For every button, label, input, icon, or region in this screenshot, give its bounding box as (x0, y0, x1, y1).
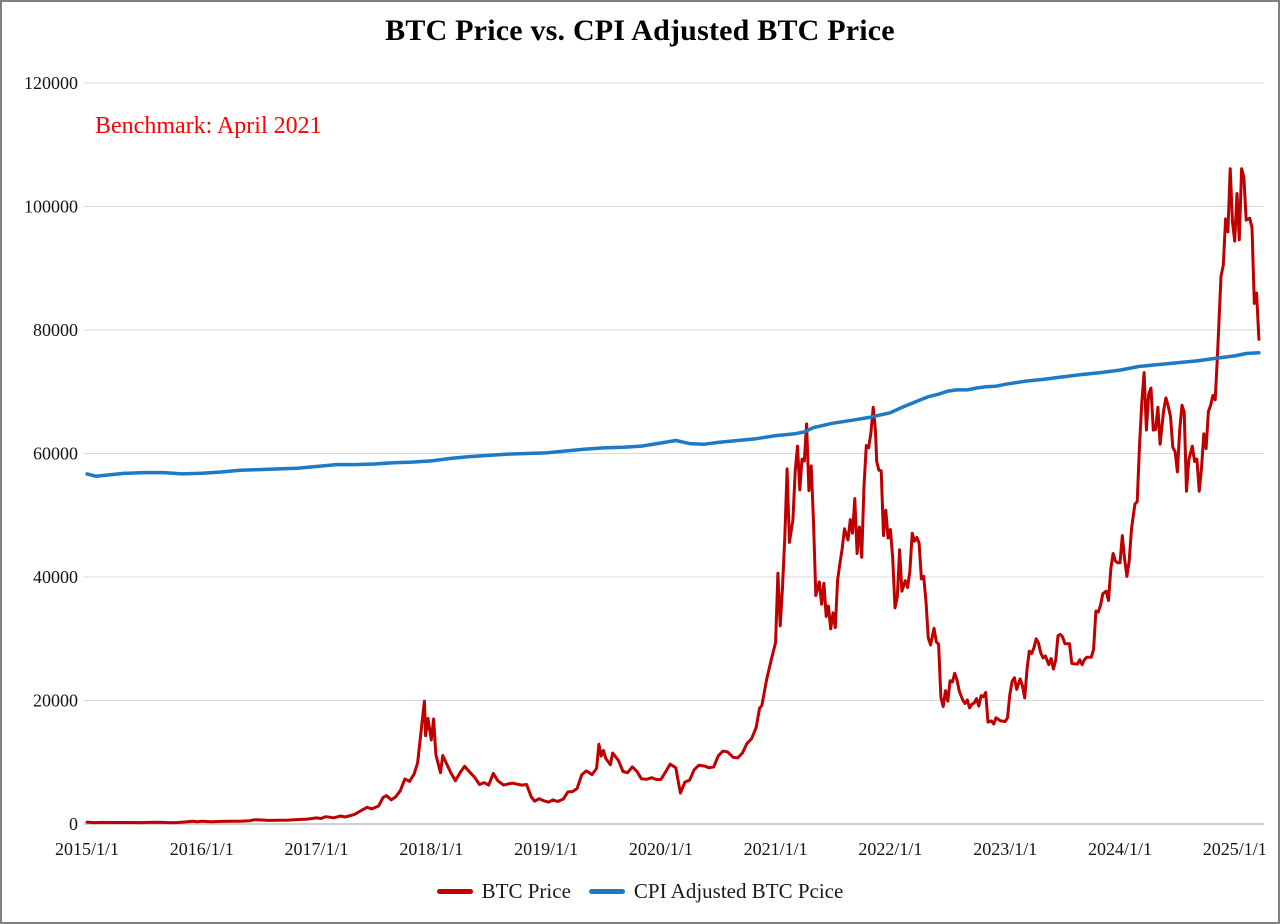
legend-swatch-btc-price (436, 888, 473, 894)
legend: BTC Price CPI Adjusted BTC Pcice (2, 876, 1278, 906)
svg-text:60000: 60000 (33, 444, 78, 464)
svg-text:100000: 100000 (24, 197, 78, 217)
benchmark-annotation: Benchmark: April 2021 (95, 113, 322, 139)
svg-text:20000: 20000 (33, 691, 78, 711)
svg-text:2019/1/1: 2019/1/1 (514, 839, 578, 859)
legend-label-btc-price: BTC Price (481, 878, 571, 903)
legend-label-cpi-adjusted: CPI Adjusted BTC Pcice (633, 878, 844, 903)
svg-text:2018/1/1: 2018/1/1 (399, 839, 463, 859)
chart-title: BTC Price vs. CPI Adjusted BTC Price (385, 14, 895, 47)
svg-text:0: 0 (69, 814, 78, 834)
svg-text:2022/1/1: 2022/1/1 (858, 839, 922, 859)
svg-text:40000: 40000 (33, 567, 78, 587)
svg-text:2017/1/1: 2017/1/1 (285, 839, 349, 859)
svg-text:2016/1/1: 2016/1/1 (170, 839, 234, 859)
svg-text:2024/1/1: 2024/1/1 (1088, 839, 1152, 859)
svg-text:120000: 120000 (24, 73, 78, 93)
svg-text:2023/1/1: 2023/1/1 (973, 839, 1037, 859)
svg-text:2021/1/1: 2021/1/1 (744, 839, 808, 859)
svg-text:2025/1/1: 2025/1/1 (1203, 839, 1267, 859)
svg-text:2015/1/1: 2015/1/1 (55, 839, 119, 859)
svg-text:2020/1/1: 2020/1/1 (629, 839, 693, 859)
legend-swatch-cpi-adjusted (588, 888, 625, 894)
svg-text:80000: 80000 (33, 320, 78, 340)
